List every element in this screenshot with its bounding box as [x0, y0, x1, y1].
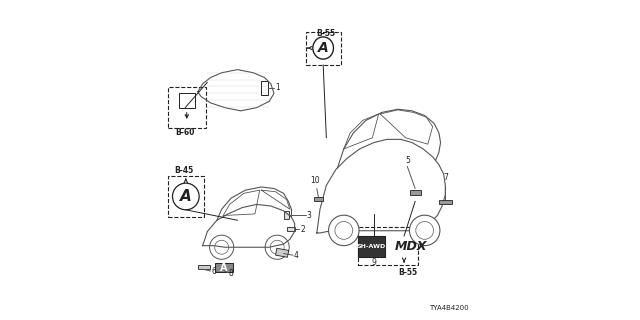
Text: B-55: B-55 [399, 268, 418, 277]
Circle shape [328, 215, 359, 246]
Text: 6: 6 [211, 267, 216, 276]
Text: A: A [318, 41, 328, 55]
Bar [287, 227, 294, 231]
Circle shape [335, 221, 353, 239]
Bar [276, 248, 289, 257]
Text: MDX: MDX [394, 240, 427, 253]
Text: B-45: B-45 [175, 166, 194, 175]
Bar [179, 93, 195, 108]
Text: 9: 9 [371, 258, 376, 267]
Text: A: A [180, 189, 192, 204]
Bar [314, 197, 323, 201]
Circle shape [210, 235, 234, 259]
Text: 8: 8 [229, 269, 234, 278]
Bar [198, 265, 210, 269]
Text: A: A [220, 262, 228, 273]
Text: 2: 2 [300, 225, 305, 234]
Circle shape [214, 240, 228, 254]
Circle shape [410, 215, 440, 246]
Bar [261, 81, 268, 95]
Circle shape [265, 235, 289, 259]
Bar [410, 190, 420, 195]
Text: SH-AWD: SH-AWD [357, 244, 386, 249]
FancyBboxPatch shape [215, 263, 233, 272]
Text: 1: 1 [275, 83, 280, 92]
Ellipse shape [313, 37, 333, 59]
Text: 7: 7 [443, 173, 448, 182]
Polygon shape [317, 140, 445, 233]
Bar [439, 200, 452, 204]
Circle shape [270, 240, 284, 254]
Text: B-55: B-55 [316, 29, 335, 38]
Text: 4: 4 [294, 251, 298, 260]
Circle shape [416, 221, 433, 239]
Text: 5: 5 [405, 156, 410, 164]
Circle shape [173, 183, 199, 210]
FancyBboxPatch shape [358, 236, 385, 257]
Text: TYA4B4200: TYA4B4200 [429, 305, 469, 311]
Bar [284, 211, 289, 219]
Text: 10: 10 [310, 176, 320, 185]
Text: 3: 3 [307, 211, 312, 220]
Text: B-60: B-60 [175, 128, 195, 137]
